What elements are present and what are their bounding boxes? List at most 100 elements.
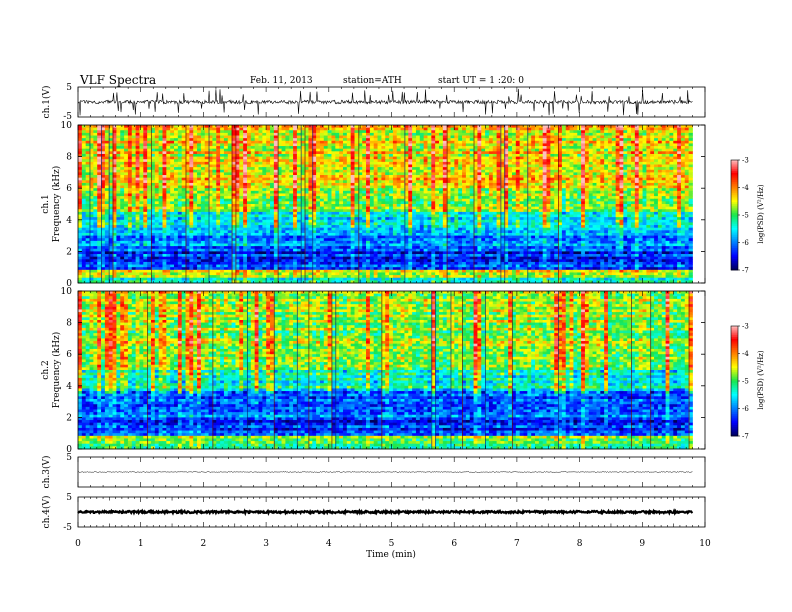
spectrogram-cell xyxy=(500,130,505,134)
spectrogram-cell xyxy=(646,148,651,152)
spectrogram-cell xyxy=(270,143,275,147)
spectrogram-cell xyxy=(627,196,632,200)
spectrogram-cell xyxy=(216,188,221,192)
spectrogram-cell xyxy=(654,148,659,152)
spectrogram-cell xyxy=(300,204,305,208)
spectrogram-cell xyxy=(412,172,417,176)
spectrogram-cell xyxy=(634,159,640,163)
spectrogram-cell xyxy=(619,190,624,194)
spectrogram-cell xyxy=(346,127,352,131)
spectrogram-cell xyxy=(619,201,624,205)
spectrogram-cell xyxy=(254,169,259,173)
spectrogram-cell xyxy=(515,127,521,131)
spectrogram-cell xyxy=(561,201,567,205)
spectrogram-cell xyxy=(684,153,690,157)
spectrogram-cell xyxy=(250,125,256,129)
spectrogram-cell xyxy=(116,132,121,136)
spectrogram-cell xyxy=(266,132,271,136)
spectrogram-cell xyxy=(346,169,352,173)
spectrogram-cell xyxy=(450,169,455,173)
spectrogram-cell xyxy=(350,177,355,181)
spectrogram-cell xyxy=(596,193,601,197)
spectrogram-cell xyxy=(296,132,302,136)
spectrogram-cell xyxy=(212,172,217,176)
spectrogram-cell xyxy=(665,196,670,200)
spectrogram-cell xyxy=(354,140,359,144)
spectrogram-cell xyxy=(369,190,375,194)
spectrogram-cell xyxy=(104,172,110,176)
spectrogram-cell xyxy=(385,172,390,176)
spectrogram-cell xyxy=(623,146,628,150)
spectrogram-cell xyxy=(89,172,94,176)
spectrogram-cell xyxy=(120,175,125,179)
spectrogram-cell xyxy=(89,153,94,157)
spectrogram-cell xyxy=(120,159,125,163)
spectrogram-cell xyxy=(538,201,544,205)
spectrogram-cell xyxy=(435,159,440,163)
spectrogram-cell xyxy=(162,138,167,142)
spectrogram-cell xyxy=(677,132,682,136)
spectrogram-cell xyxy=(427,159,432,163)
spectrogram-cell xyxy=(508,193,513,197)
spectrogram-cell xyxy=(139,125,144,129)
spectrogram-cell xyxy=(542,196,547,200)
spectrogram-cell xyxy=(600,201,605,205)
spectrogram-cell xyxy=(243,188,248,192)
spectrogram-cell xyxy=(661,151,666,155)
spectrogram-cell xyxy=(538,151,544,155)
spectrogram-cell xyxy=(262,130,267,134)
spectrogram-cell xyxy=(462,159,467,163)
spectrogram-cell xyxy=(281,175,286,179)
spectrogram-cell xyxy=(650,182,655,186)
spectrogram-cell xyxy=(354,148,359,152)
spectrogram-cell xyxy=(638,190,643,194)
spectrogram-cell xyxy=(101,185,106,189)
spectrogram-cell xyxy=(554,130,559,134)
spectrogram-cell xyxy=(273,175,279,179)
spectrogram-cell xyxy=(262,169,267,173)
spectrogram-cell xyxy=(316,190,321,194)
spectrogram-cell xyxy=(661,196,666,200)
spectrogram-cell xyxy=(197,130,202,134)
spectrogram-cell xyxy=(665,169,670,173)
spectrogram-cell xyxy=(216,196,221,200)
spectrogram-cell xyxy=(446,198,451,202)
spectrogram-cell xyxy=(385,177,390,181)
spectrogram-cell xyxy=(239,161,244,165)
spectrogram-cell xyxy=(615,164,620,168)
spectrogram-cell xyxy=(81,185,87,189)
spectrogram-cell xyxy=(650,153,655,157)
spectrogram-cell xyxy=(477,130,482,134)
spectrogram-cell xyxy=(262,190,267,194)
spectrogram-cell xyxy=(362,135,367,139)
spectrogram-cell xyxy=(584,169,590,173)
spectrogram-cell xyxy=(400,153,405,157)
spectrogram-cell xyxy=(189,177,194,181)
spectrogram-cell xyxy=(446,130,451,134)
spectrogram-cell xyxy=(619,193,624,197)
spectrogram-cell xyxy=(101,196,106,200)
spectrogram-cell xyxy=(508,132,513,136)
spectrogram-cell xyxy=(596,201,601,205)
spectrogram-cell xyxy=(623,182,628,186)
spectrogram-cell xyxy=(131,204,137,208)
spectrogram-cell xyxy=(108,198,113,202)
spectrogram-cell xyxy=(634,182,640,186)
spectrogram-cell xyxy=(558,196,563,200)
spectrogram-cell xyxy=(450,159,455,163)
spectrogram-cell xyxy=(550,161,555,165)
spectrogram-cell xyxy=(216,127,221,131)
spectrogram-cell xyxy=(266,193,271,197)
spectrogram-cell xyxy=(642,185,647,189)
spectrogram-cell xyxy=(496,188,501,192)
spectrogram-cell xyxy=(350,161,355,165)
spectrogram-cell xyxy=(200,156,206,160)
spectrogram-cell xyxy=(227,167,233,171)
spectrogram-cell xyxy=(408,190,413,194)
spectrogram-cell xyxy=(488,132,494,136)
spectrogram-cell xyxy=(565,182,570,186)
spectrogram-cell xyxy=(181,159,186,163)
spectrogram-cell xyxy=(239,135,244,139)
spectrogram-cell xyxy=(246,138,252,142)
spectrogram-cell xyxy=(684,169,690,173)
